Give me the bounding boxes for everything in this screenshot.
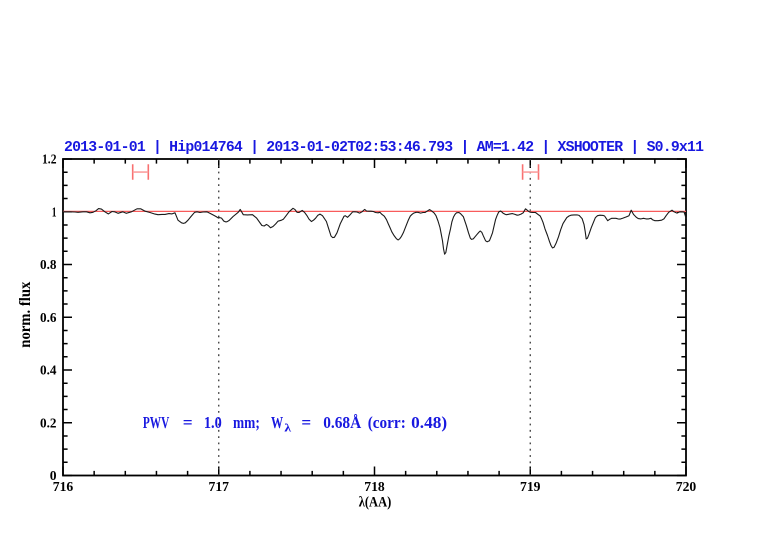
svg-text:0: 0 [50, 468, 57, 483]
svg-text:718: 718 [364, 479, 385, 494]
svg-text:0.4: 0.4 [40, 363, 57, 378]
svg-text:1.2: 1.2 [42, 152, 57, 167]
svg-text:0.6: 0.6 [40, 310, 57, 325]
svg-text:norm. flux: norm. flux [17, 281, 34, 347]
svg-text:W: W [271, 413, 283, 432]
svg-text:1.0: 1.0 [204, 413, 222, 432]
svg-text:2013-01-01 | Hip014764 | 2013-: 2013-01-01 | Hip014764 | 2013-01-02T02:5… [64, 140, 704, 156]
svg-text:1: 1 [52, 204, 57, 219]
svg-text:0.2: 0.2 [40, 415, 57, 430]
svg-text:0.8: 0.8 [40, 257, 57, 272]
svg-text:717: 717 [209, 479, 230, 494]
svg-text:(corr:: (corr: [368, 413, 406, 432]
svg-text:716: 716 [53, 479, 74, 494]
svg-text:=: = [301, 413, 311, 432]
svg-text:mm;: mm; [233, 413, 260, 432]
svg-text:λ(AA): λ(AA) [359, 495, 392, 511]
svg-text:720: 720 [676, 479, 697, 494]
svg-text:0.48): 0.48) [411, 413, 447, 432]
svg-text:PWV: PWV [143, 413, 169, 432]
svg-text:λ: λ [284, 423, 291, 435]
svg-text:=: = [183, 413, 193, 432]
svg-text:719: 719 [520, 479, 541, 494]
svg-text:0.68Å: 0.68Å [323, 413, 361, 432]
